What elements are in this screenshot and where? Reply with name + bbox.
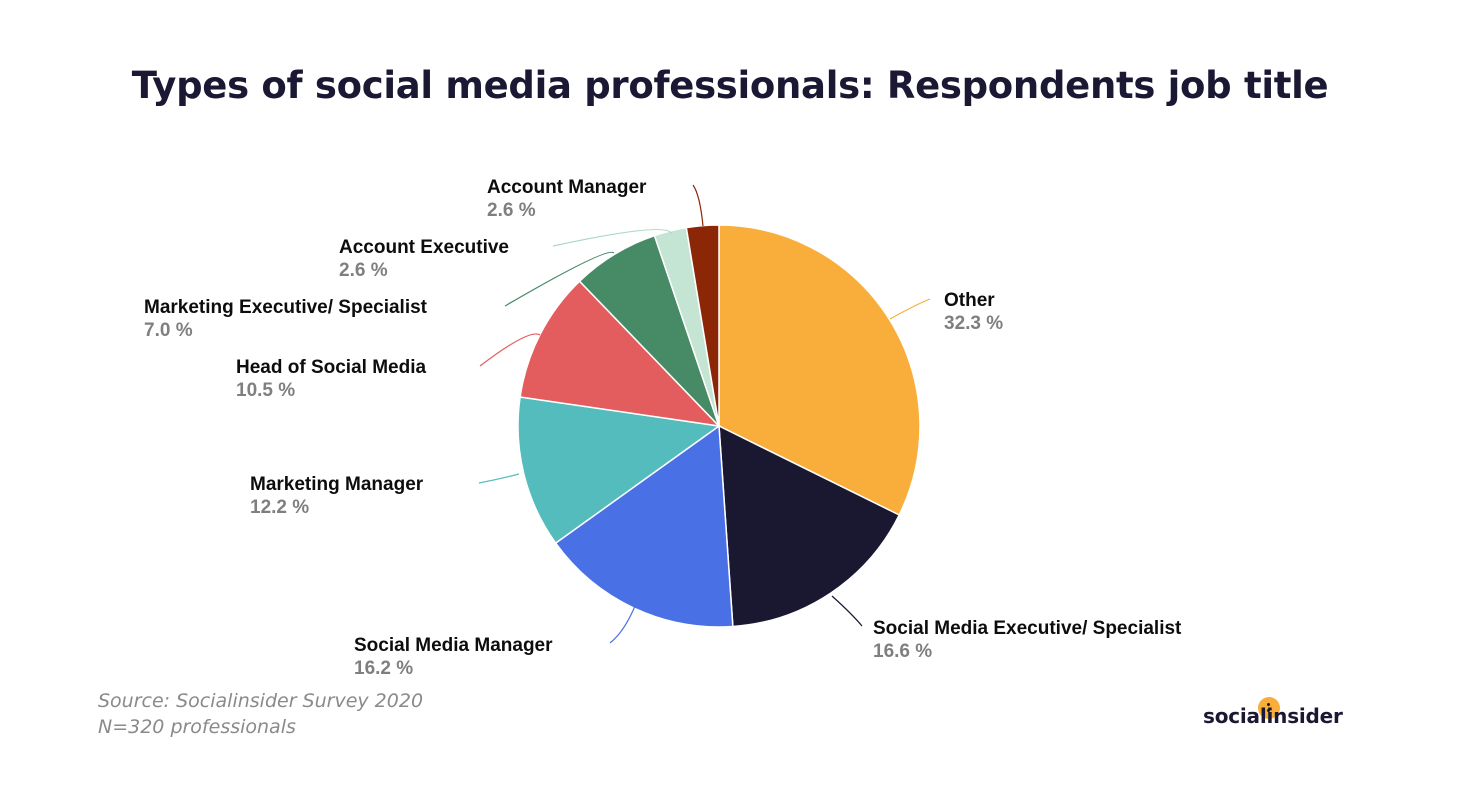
- leader-line: [889, 298, 931, 320]
- pie-slice-social-media-manager: [554, 424, 734, 628]
- pie-slice-other: [718, 224, 921, 516]
- sample-size-line: N=320 professionals: [98, 716, 296, 738]
- slice-label: Head of Social Media: [236, 357, 426, 378]
- leader-line: [609, 605, 636, 644]
- slice-value: 16.2 %: [354, 658, 413, 679]
- slice-value: 7.0 %: [144, 320, 193, 341]
- leader-line: [552, 228, 673, 247]
- pie-slices: [517, 224, 921, 628]
- brand-logo: socialinsider: [1203, 704, 1343, 728]
- slice-value: 12.2 %: [250, 497, 309, 518]
- source-note: Source: Socialinsider Survey 2020 N=320 …: [98, 688, 423, 740]
- leader-line: [478, 473, 520, 484]
- pie-slice-marketing-manager: [517, 396, 721, 545]
- leader-line: [692, 184, 704, 227]
- pie-slice-social-media-executive-specialist: [718, 424, 901, 628]
- leader-line: [831, 595, 863, 627]
- leader-line: [504, 251, 615, 307]
- slice-label: Account Manager: [487, 177, 647, 198]
- leader-lines: [478, 184, 931, 644]
- slice-label: Social Media Manager: [354, 635, 553, 656]
- slice-label: Marketing Executive/ Specialist: [144, 297, 428, 318]
- source-line: Source: Socialinsider Survey 2020: [98, 690, 424, 712]
- slice-value: 2.6 %: [339, 260, 388, 281]
- brand-logo-icon: [1258, 697, 1280, 719]
- slice-value: 16.6 %: [873, 641, 932, 662]
- slice-value: 2.6 %: [487, 200, 536, 221]
- slice-value: 32.3 %: [944, 313, 1003, 334]
- slice-label: Account Executive: [339, 237, 509, 258]
- chart-title: Types of social media professionals: Res…: [131, 64, 1329, 107]
- slice-label: Social Media Executive/ Specialist: [873, 618, 1182, 639]
- pie-slice-head-of-social-media: [519, 280, 722, 428]
- leader-line: [479, 333, 541, 367]
- slice-label: Other: [944, 290, 995, 311]
- slice-value: 10.5 %: [236, 380, 295, 401]
- slice-label: Marketing Manager: [250, 474, 424, 495]
